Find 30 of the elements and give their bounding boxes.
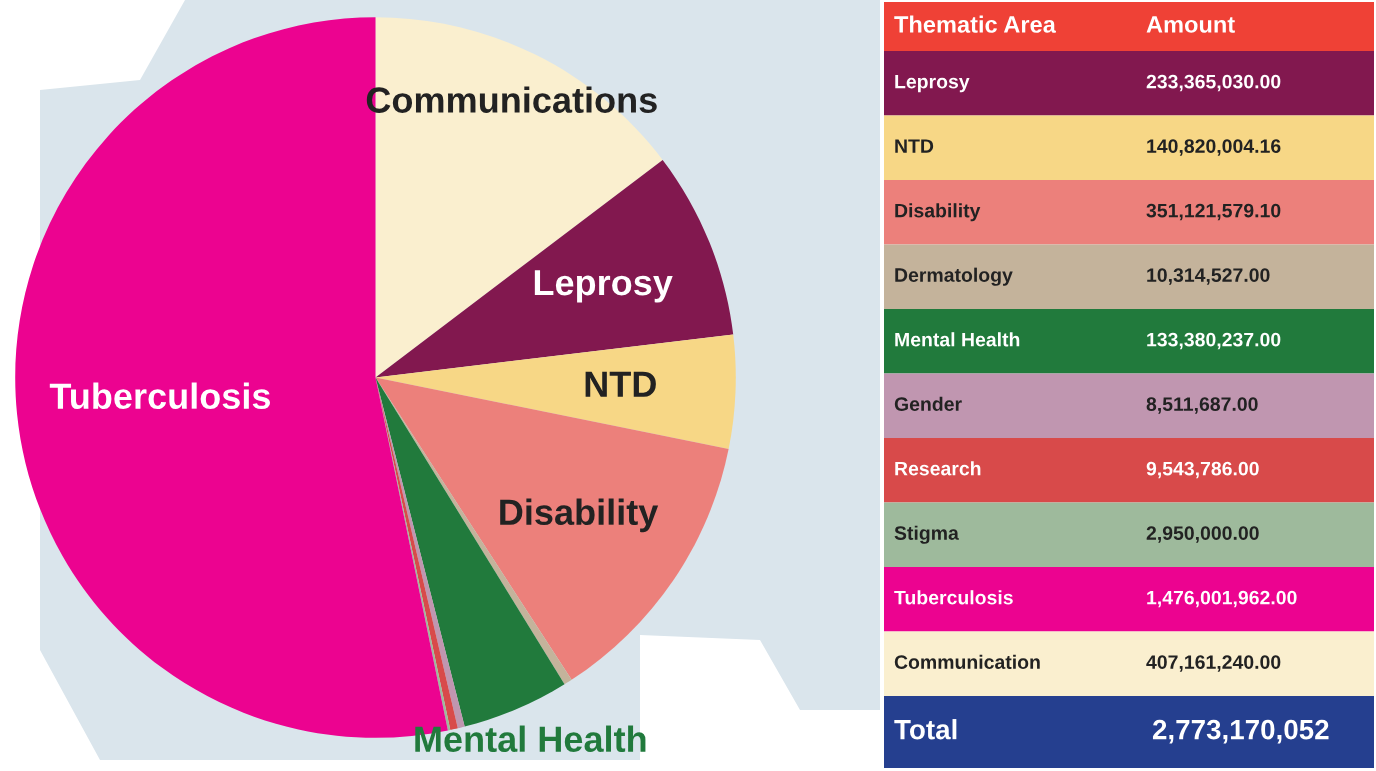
category-label: Dermatology [895, 267, 1013, 286]
category-label: Leprosy [895, 74, 970, 93]
text: 2,950,000.00 [1146, 526, 1259, 543]
text: 2,773,170,052 [1152, 719, 1329, 744]
category-label: Stigma [894, 525, 959, 544]
slice-label: Tuberculosis [49, 382, 270, 410]
category-label: Disability [895, 203, 981, 222]
text: Thematic Area [894, 15, 1056, 33]
slice-label: NTD [585, 371, 656, 397]
category-label: Gender [894, 396, 962, 411]
text: Total [894, 719, 957, 740]
slice-label: Mental Health [415, 725, 646, 753]
category-label: Research [895, 461, 981, 476]
text: 233,365,030.00 [1146, 74, 1281, 92]
text: 140,820,004.16 [1147, 139, 1281, 156]
text: 133,380,237.00 [1147, 332, 1281, 350]
category-label: Mental Health [895, 332, 1020, 347]
text: 1,476,001,962.00 [1147, 590, 1297, 608]
text: 407,161,240.00 [1146, 655, 1281, 672]
slice-label: Disability [500, 498, 659, 533]
category-label: Communication [894, 654, 1040, 669]
pie-slice [375, 334, 736, 450]
category-label: Tuberculosis [894, 590, 1013, 605]
text: 8,511,687.00 [1146, 397, 1258, 414]
text: 10,314,527.00 [1147, 268, 1270, 285]
text: 351,121,579.10 [1146, 203, 1281, 221]
text: Amount [1146, 16, 1235, 33]
category-label: NTD [895, 139, 934, 153]
slice-label: Leprosy [534, 270, 673, 303]
text: 9,543,786.00 [1146, 461, 1259, 479]
